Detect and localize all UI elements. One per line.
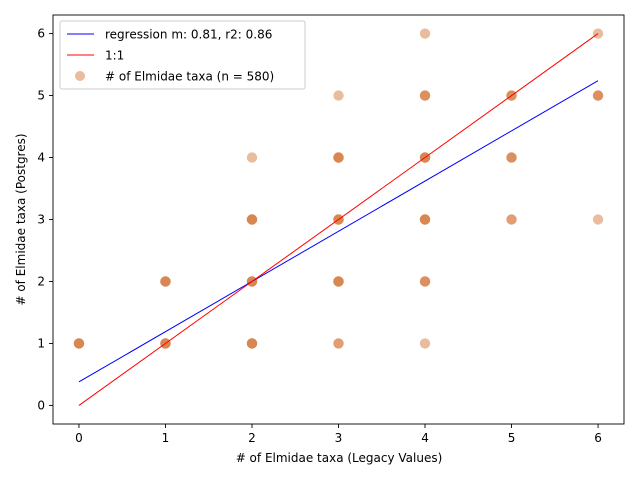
y-tick-label: 6 <box>37 27 45 41</box>
scatter-point <box>246 214 258 225</box>
y-tick-label: 0 <box>37 398 45 412</box>
scatter-point <box>246 152 258 163</box>
scatter-point <box>419 338 431 349</box>
legend-swatch-points <box>75 71 85 81</box>
legend-box <box>59 20 306 90</box>
x-tick-label: 0 <box>75 431 83 445</box>
legend: regression m: 0.81, r2: 0.86 1:1 # of El… <box>59 20 306 90</box>
scatter-point <box>419 214 431 225</box>
scatter-point <box>506 214 517 225</box>
y-tick-label: 2 <box>37 274 45 288</box>
scatter-point <box>419 90 431 101</box>
x-tick-label: 6 <box>594 431 602 445</box>
scatter-point <box>160 276 171 287</box>
series-lines <box>78 33 599 406</box>
scatter-point <box>333 152 344 163</box>
y-tick-label: 1 <box>37 336 45 350</box>
y-axis-label: # of Elmidae taxa (Postgres) <box>14 133 28 305</box>
scatter-point <box>333 338 344 349</box>
x-tick-label: 1 <box>162 431 170 445</box>
scatter-point <box>333 276 344 287</box>
scatter-point <box>592 90 604 101</box>
scatter-point <box>506 152 517 163</box>
y-tick-label: 3 <box>37 213 45 227</box>
legend-label-points: # of Elmidae taxa (n = 580) <box>105 70 274 84</box>
identity-line <box>78 33 599 406</box>
x-tick-label: 5 <box>508 431 516 445</box>
legend-label-identity: 1:1 <box>105 49 124 63</box>
scatter-point <box>73 338 85 349</box>
x-axis-ticks: 0 1 2 3 4 5 6 <box>75 424 602 445</box>
y-axis-ticks: 0 1 2 3 4 5 6 <box>37 27 53 412</box>
x-axis-label: # of Elmidae taxa (Legacy Values) <box>236 451 443 465</box>
scatter-point <box>419 28 431 39</box>
x-tick-label: 4 <box>421 431 429 445</box>
x-tick-label: 2 <box>248 431 256 445</box>
x-tick-label: 3 <box>335 431 343 445</box>
scatter-point <box>592 214 604 225</box>
scatter-point <box>333 90 344 101</box>
scatter-point <box>246 338 258 349</box>
scatter-point <box>419 276 431 287</box>
y-tick-label: 4 <box>37 151 45 165</box>
legend-label-regression: regression m: 0.81, r2: 0.86 <box>105 28 272 42</box>
y-tick-label: 5 <box>37 89 45 103</box>
regression-line <box>78 80 599 383</box>
